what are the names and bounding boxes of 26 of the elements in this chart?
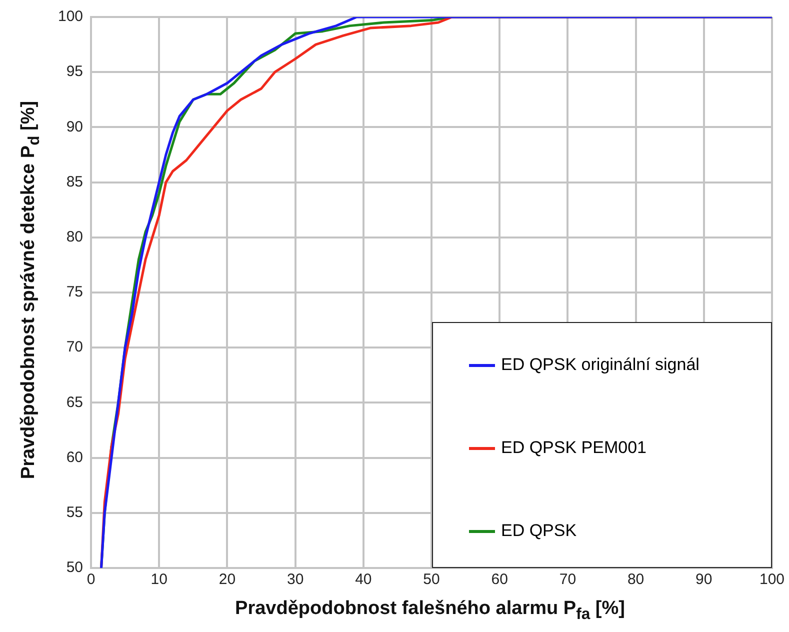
y-tick-label: 80 — [66, 228, 84, 246]
legend-label: ED QPSK PEM001 — [501, 438, 647, 458]
legend-label: ED QPSK — [501, 521, 577, 541]
y-tick-label: 75 — [66, 284, 84, 301]
y-tick-label: 100 — [58, 8, 84, 26]
x-tick-label: 100 — [759, 571, 785, 588]
x-tick-label: 60 — [491, 571, 508, 588]
y-tick-label: 65 — [66, 394, 84, 411]
x-tick-label: 0 — [86, 571, 96, 588]
y-tick-label: 90 — [66, 118, 84, 136]
x-tick-label: 90 — [696, 571, 712, 588]
x-axis-title: Pravděpodobnost falešného alarmu P$_{fa}$ [%] — [234, 598, 626, 624]
x-tick-label: 80 — [627, 571, 644, 588]
y-tick-label: 95 — [66, 63, 84, 80]
y-tick-label: 70 — [66, 338, 84, 356]
x-tick-label: 50 — [423, 571, 440, 588]
y-tick-label: 50 — [66, 559, 84, 576]
x-tick-label: 70 — [559, 571, 576, 588]
x-tick-label: 10 — [150, 571, 168, 588]
y-tick-label: 85 — [66, 173, 84, 190]
legend-label: ED QPSK originální signál — [501, 355, 700, 375]
x-tick-label: 20 — [218, 571, 236, 588]
x-tick-label: 30 — [286, 571, 304, 588]
y-tick-label: 60 — [66, 448, 84, 466]
y-tick-label: 55 — [66, 504, 84, 522]
x-tick-label: 40 — [355, 571, 372, 588]
